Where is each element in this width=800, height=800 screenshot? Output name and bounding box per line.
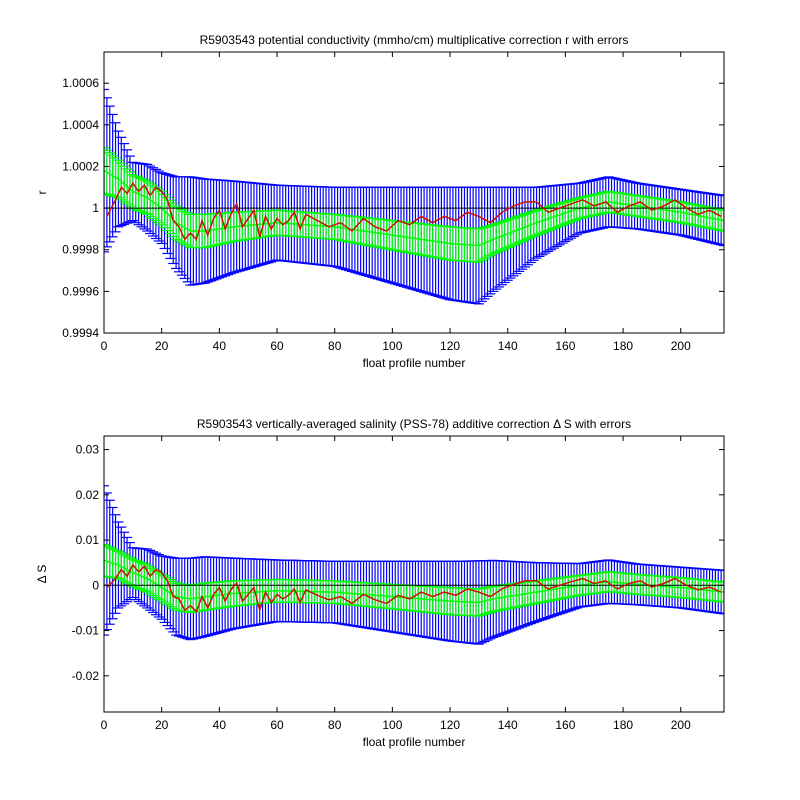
salinity-correction-panel: 0 20 40 60 80 100 120 140 160 180 200 -0.02 -0.01 0 0.… (35, 417, 725, 749)
x-tick-label: 140 (498, 339, 518, 353)
x-tick-label: 60 (270, 718, 284, 732)
x-tick-label: 160 (555, 718, 575, 732)
y-tick-label: 1 (92, 201, 99, 215)
y-tick-label: 0.01 (76, 533, 100, 547)
x-tick-label: 120 (440, 718, 460, 732)
x-tick-label: 80 (328, 718, 342, 732)
y-tick-label: 0.03 (76, 443, 100, 457)
x-axis-label: float profile number (363, 735, 466, 749)
y-tick-label: 1.0004 (62, 118, 99, 132)
x-tick-label: 160 (555, 339, 575, 353)
axes-frame (103, 51, 725, 334)
y-tick-label: 1.0006 (62, 76, 99, 90)
y-tick-label: 0.9994 (62, 326, 99, 340)
y-tick-label: 0.9996 (62, 284, 99, 298)
x-axis-label: float profile number (363, 356, 466, 370)
axes-frame (103, 435, 725, 713)
plot-area (104, 485, 724, 645)
x-tick-label: 180 (613, 718, 633, 732)
x-tick-label: 40 (213, 339, 227, 353)
y-tick-label: -0.02 (72, 669, 100, 683)
x-tick-label: 200 (671, 339, 691, 353)
x-tick-label: 120 (440, 339, 460, 353)
profile-correction-line (106, 563, 722, 613)
x-tick-label: 20 (155, 718, 169, 732)
y-tick-label: 0.02 (76, 488, 100, 502)
fit-center-line (104, 169, 724, 247)
x-tick-label: 180 (613, 339, 633, 353)
y-axis-label: r (35, 191, 49, 195)
x-tick-label: 100 (382, 718, 402, 732)
y-tick-label: 1.0002 (62, 159, 99, 173)
x-tick-label: 140 (498, 718, 518, 732)
chart-title: R5903543 vertically-averaged salinity (P… (197, 417, 631, 431)
y-tick-label: 0 (92, 578, 99, 592)
x-tick-label: 60 (270, 339, 284, 353)
x-tick-label: 80 (328, 339, 342, 353)
x-tick-label: 20 (155, 339, 169, 353)
plot-area (104, 88, 724, 305)
x-tick-label: 200 (671, 718, 691, 732)
x-tick-label: 0 (101, 339, 108, 353)
y-tick-label: -0.01 (72, 624, 100, 638)
y-tick-label: 0.9998 (62, 243, 99, 257)
fit-center-line (104, 559, 724, 604)
y-axis-label: Δ S (35, 565, 49, 584)
x-tick-label: 40 (213, 718, 227, 732)
x-tick-label: 100 (382, 339, 402, 353)
chart-title: R5903543 potential conductivity (mmho/cm… (200, 33, 629, 47)
x-tick-label: 0 (101, 718, 108, 732)
conductivity-correction-panel: 0 20 40 60 80 100 120 140 160 180 200 0.9994 0.9996 0… (35, 33, 725, 370)
profile-correction-line (106, 181, 722, 241)
